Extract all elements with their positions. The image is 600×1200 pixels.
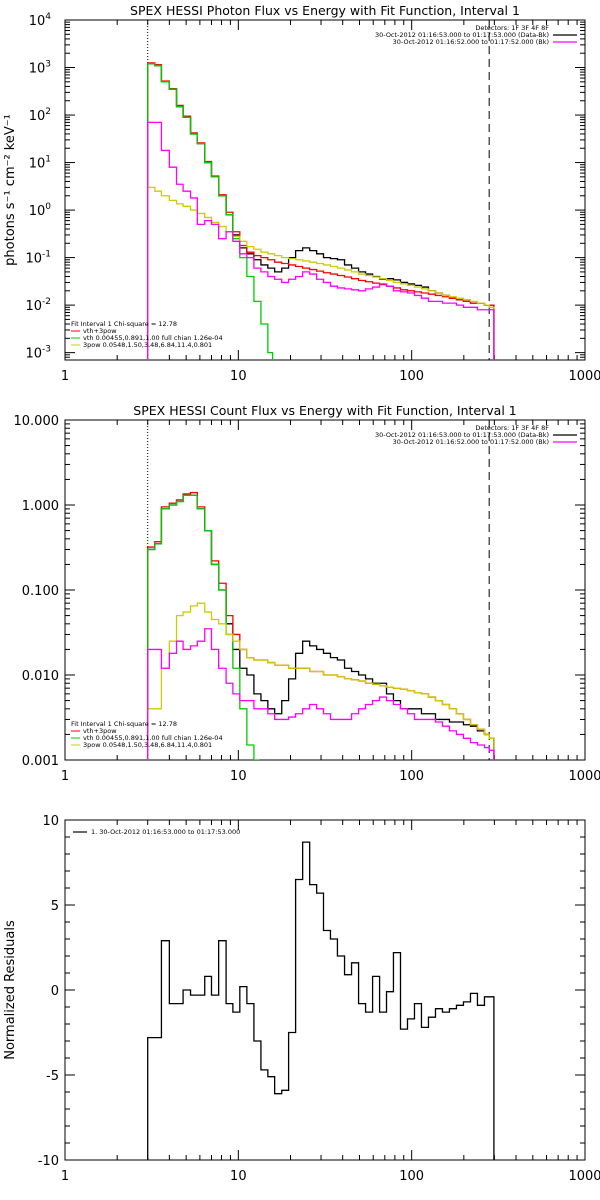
- legend-topright-text: 30-Oct-2012 01:16:53.000 to 01:17:53.000…: [375, 431, 549, 439]
- x-tick-label: 1000: [568, 769, 600, 784]
- legend-topright-text: 30-Oct-2012 01:16:52.000 to 01:17:52.000…: [393, 438, 549, 446]
- series-4-line: [147, 186, 495, 360]
- series-3-line: [147, 494, 260, 760]
- legend-bottomleft-text: 3pow 0.0548,1.50,3.48,6.84,11.4,0.801: [83, 741, 212, 749]
- legend-topright-text: Detectors: 1F 3F 4F 8F: [475, 24, 549, 32]
- chart-1: 1 10 100 1000 10-3 10-2 10-1 100 101 102 103 104 SPE…: [3, 3, 600, 384]
- legend-bottomleft-text: vth 0.00455,0.891,1.00 full chian 1.26e-…: [83, 334, 223, 342]
- y-tick-label: 104: [29, 12, 52, 29]
- series-group: [147, 491, 495, 760]
- chart-2: 1 10 100 1000 0.001 0.010 0.100 1.000 10.000 SPEX…: [14, 403, 600, 784]
- plot-frame: [64, 419, 586, 761]
- x-tick-label: 1: [61, 769, 69, 784]
- y-tick-label: 101: [29, 155, 51, 172]
- x-tick-label: 10: [230, 1169, 247, 1184]
- series-2-line: [147, 62, 495, 360]
- legend-bottomleft-text: Fit Interval 1 Chi-square = 12.78: [71, 320, 177, 328]
- y-tick-label: 10-2: [25, 297, 51, 314]
- y-tick-label: 0: [51, 984, 59, 999]
- legend-topleft-text: 1. 30-Oct-2012 01:16:53.000 to 01:17:53.…: [91, 828, 240, 836]
- series-3-line: [147, 63, 274, 360]
- series-group: [147, 62, 495, 360]
- legend-topright-text: Detectors: 1F 3F 4F 8F: [475, 424, 549, 432]
- x-tick-label: 100: [399, 369, 424, 384]
- plot-frame: [64, 819, 586, 1161]
- chart-3: 1 10 100 1000 -10 -5 0 5 10 Normalized Residuals 1…: [3, 814, 600, 1184]
- series-group: [147, 841, 495, 1160]
- y-tick-label: 10: [42, 814, 59, 829]
- legend-bottomleft-text: 3pow 0.0548,1.50,3.48,6.84,11.4,0.801: [83, 341, 212, 349]
- y-axis-label: photons s⁻¹ cm⁻² keV⁻¹: [3, 114, 18, 266]
- y-tick-label: 5: [51, 899, 59, 914]
- series-5-line: [147, 121, 495, 360]
- y-tick-label: 10.000: [14, 414, 60, 429]
- plot-frame: [64, 19, 586, 361]
- y-tick-label: 10-3: [25, 345, 51, 362]
- y-tick-label: -5: [46, 1069, 59, 1084]
- legend-bottomleft-text: vth+3pow: [83, 327, 117, 335]
- legend-topright-text: 30-Oct-2012 01:16:53.000 to 01:17:53.000…: [375, 31, 549, 39]
- y-tick-label: 0.100: [22, 584, 59, 599]
- y-tick-label: 10-1: [25, 250, 51, 267]
- series-5-line: [147, 628, 495, 760]
- x-tick-label: 1000: [568, 369, 600, 384]
- legend-topright-text: 30-Oct-2012 01:16:52.000 to 01:17:52.000…: [393, 38, 549, 46]
- x-tick-label: 100: [399, 769, 424, 784]
- legend-bottomleft-text: vth 0.00455,0.891,1.00 full chian 1.26e-…: [83, 734, 223, 742]
- x-tick-label: 10: [230, 369, 247, 384]
- y-axis-label: Normalized Residuals: [3, 920, 18, 1060]
- x-tick-label: 10: [230, 769, 247, 784]
- legend-bottomleft-text: Fit Interval 1 Chi-square = 12.78: [71, 720, 177, 728]
- y-tick-label: 102: [29, 107, 51, 124]
- y-tick-label: 100: [29, 202, 52, 219]
- y-tick-label: -10: [38, 1154, 59, 1169]
- x-tick-label: 100: [399, 1169, 424, 1184]
- series-1-line: [147, 841, 495, 1160]
- x-tick-label: 1000: [568, 1169, 600, 1184]
- legend-bottomleft-text: vth+3pow: [83, 727, 117, 735]
- x-tick-label: 1: [61, 1169, 69, 1184]
- chart-title: SPEX HESSI Count Flux vs Energy with Fit…: [133, 403, 516, 418]
- chart-title: SPEX HESSI Photon Flux vs Energy with Fi…: [130, 3, 520, 18]
- y-tick-label: 0.001: [22, 754, 59, 769]
- x-tick-label: 1: [61, 369, 69, 384]
- series-4-line: [147, 602, 495, 760]
- y-tick-label: 103: [29, 60, 51, 77]
- y-tick-label: 1.000: [22, 499, 59, 514]
- y-tick-label: 0.010: [22, 669, 59, 684]
